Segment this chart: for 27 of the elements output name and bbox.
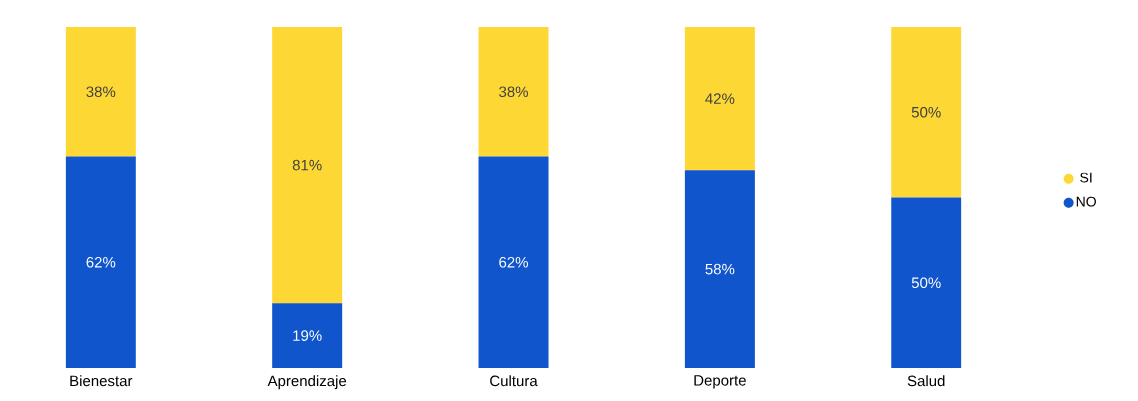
bar (891, 197, 962, 368)
data-label: 50% (911, 277, 941, 289)
data-label: 38% (86, 86, 116, 98)
bar (65, 26, 136, 157)
legend-label: SI (1080, 172, 1092, 183)
bar (684, 170, 755, 368)
data-label: 81% (292, 159, 322, 171)
x-tick-label: Cultura (490, 375, 538, 387)
x-tick-label: Deporte (694, 375, 746, 389)
data-label: 19% (293, 330, 322, 341)
data-label: 42% (705, 93, 735, 104)
data-label: 50% (911, 106, 941, 118)
data-label: 58% (705, 263, 735, 275)
data-label: 62% (499, 256, 528, 268)
x-tick-label: Aprendizaje (267, 375, 347, 390)
bar (478, 156, 549, 368)
bar (272, 303, 343, 368)
legend-label: NO (1076, 196, 1096, 207)
data-label: 62% (86, 256, 116, 268)
data-label: 38% (499, 86, 528, 98)
bar (478, 26, 549, 157)
bar (65, 156, 136, 368)
x-tick-label: Salud (907, 375, 945, 387)
bar (891, 26, 962, 198)
bar (684, 26, 755, 171)
x-tick-label: Bienestar (70, 375, 133, 387)
bar (272, 26, 343, 304)
